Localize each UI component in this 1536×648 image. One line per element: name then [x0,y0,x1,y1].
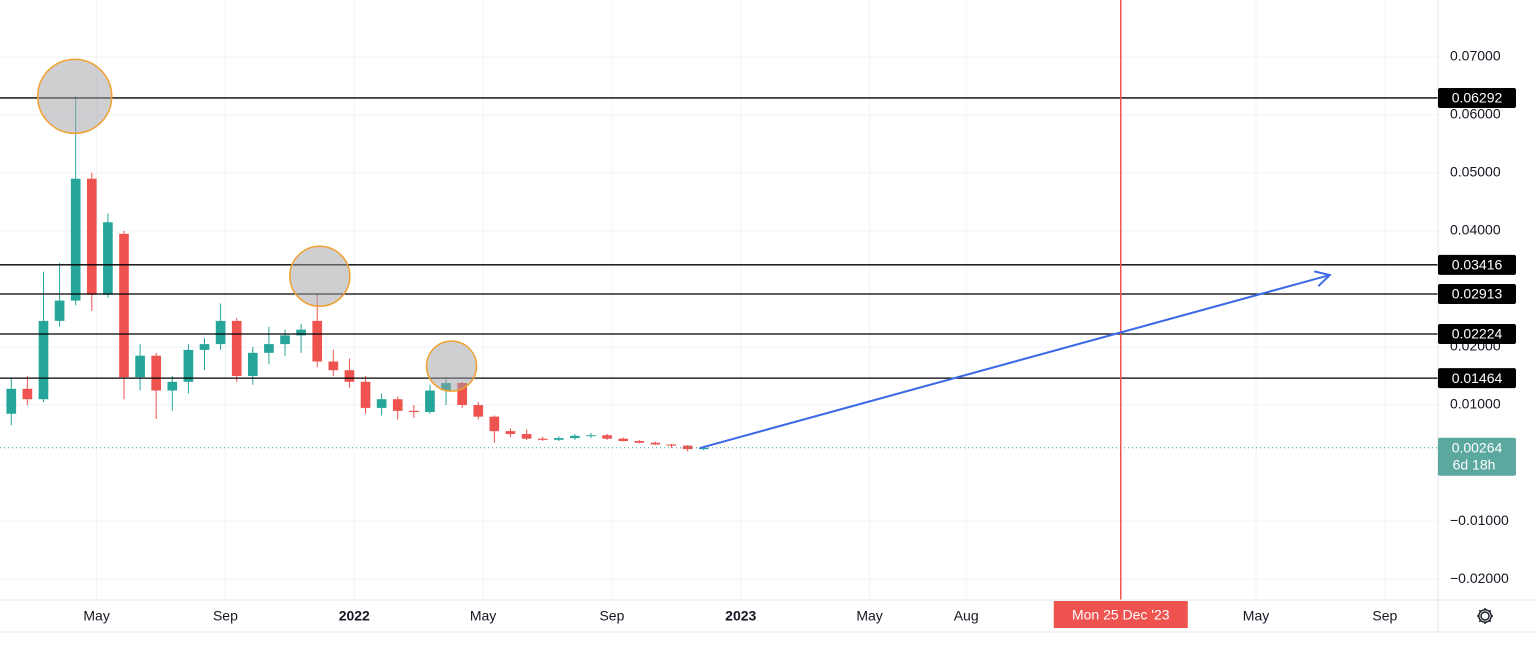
candle-body [666,444,677,446]
candle-body [199,344,210,350]
candle-body [489,416,500,432]
level-label: 0.06292 [1452,90,1503,106]
candle-body [247,352,258,377]
y-tick-label: 0.04000 [1450,222,1501,238]
candle-body [457,382,467,406]
level-label: 0.02224 [1452,326,1503,342]
settings-icon-center [1480,611,1490,621]
candle-body [634,441,645,443]
level-label: 0.02913 [1452,286,1503,302]
candle-body [151,355,162,391]
highlight-circle [36,58,113,135]
candle-body [360,381,371,408]
candle-body [215,320,226,345]
candle-body [473,405,484,417]
candle-body [54,300,65,321]
highlight-circle [425,340,478,392]
settings-icon[interactable] [1477,608,1493,624]
candle-body [22,388,33,400]
x-tick-label: 2023 [725,608,756,624]
candle-body [698,447,709,450]
candle-body [425,390,435,412]
countdown-label: 6d 18h [1453,456,1496,472]
candle-body [521,434,532,439]
grid [0,0,1438,600]
level-label-box [1438,324,1516,345]
y-tick-label: 0.07000 [1450,48,1501,64]
candle-body [119,233,129,378]
candle-body [264,344,274,353]
candle-body [312,320,323,362]
x-tick-label: Sep [599,608,624,624]
candle-body [344,370,355,382]
candle-body [6,388,17,414]
x-tick-label: May [83,608,109,624]
candle-body [70,178,81,301]
x-tick-label: Sep [1372,608,1397,624]
x-tick-label: Aug [954,608,979,624]
axes: 0.070000.060000.050000.040000.020000.010… [83,48,1516,628]
candle-body [570,435,580,439]
settings-icon-teeth [1477,608,1493,624]
candle-body [38,320,49,400]
y-tick-label: −0.01000 [1450,512,1509,528]
level-label-box [1438,87,1516,108]
last-price-label: 0.00264 [1452,439,1503,455]
candle-body [376,399,387,408]
candle-body [392,399,403,411]
x-tick-label: 2022 [339,608,370,624]
level-label-box [1438,284,1516,305]
trend-line [699,274,1331,449]
candle-body [682,445,693,450]
candle-body [602,435,612,439]
x-tick-label: May [470,608,496,624]
candle-body [167,381,178,391]
candle-body [280,335,290,345]
candle-body [537,438,548,440]
x-tick-label: May [856,608,882,624]
x-tick-label: Sep [213,608,238,624]
crosshair-label: Mon 25 Dec '23 [1072,607,1170,623]
settings-icon-ring [1478,609,1492,623]
y-tick-label: 0.05000 [1450,164,1501,180]
last-price-box [1438,437,1516,476]
candle-body [409,410,419,412]
candle-body [231,320,242,377]
x-tick-label: May [1243,608,1269,624]
crosshair-label-box [1053,601,1188,628]
level-label-box [1438,254,1516,275]
overlay [0,0,1438,600]
candle-body [586,435,596,437]
level-label: 0.01464 [1452,370,1503,386]
candle-body [618,438,629,442]
trend-arrow-head [1313,270,1332,287]
candle-body [505,431,516,435]
candle-body [183,349,194,382]
y-tick-label: 0.06000 [1450,106,1501,122]
candle-body [650,442,661,445]
highlight-circle [289,245,351,307]
candle-body [135,355,145,378]
level-label: 0.03416 [1452,257,1503,273]
y-tick-label: 0.01000 [1450,396,1501,412]
y-tick-label: −0.02000 [1450,570,1509,586]
candle-body [296,329,306,336]
candle-body [553,438,564,440]
candle-body [328,361,339,371]
candle-body [103,222,113,295]
level-label-box [1438,368,1516,389]
candle-body [86,178,97,295]
